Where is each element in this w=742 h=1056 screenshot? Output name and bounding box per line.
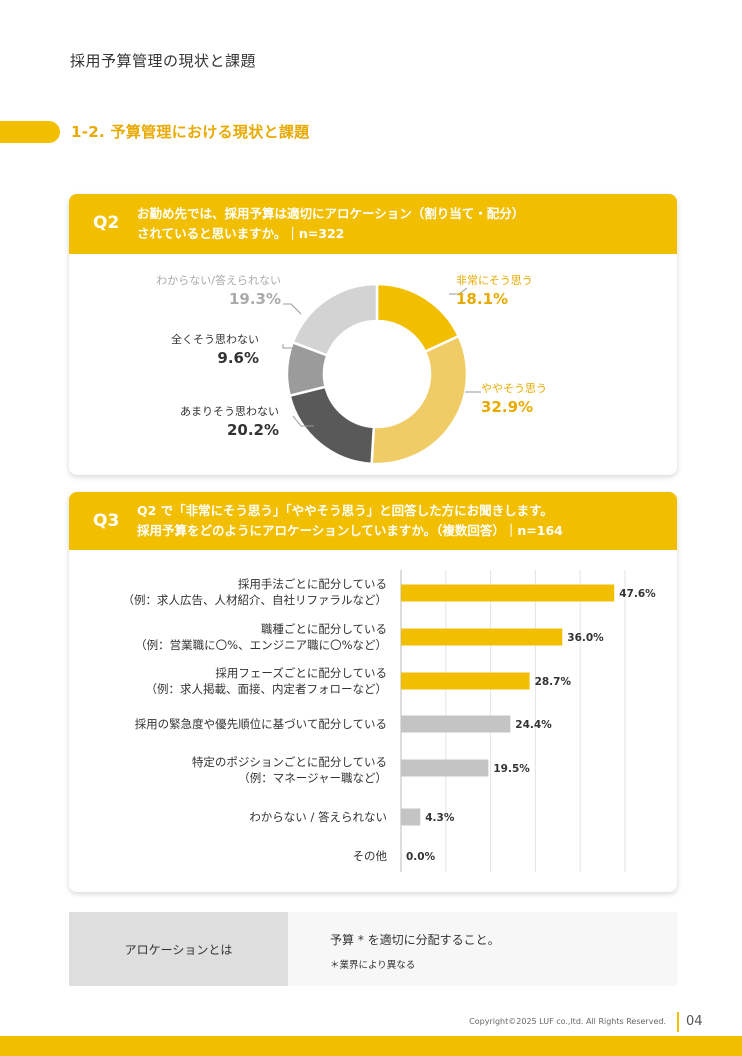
- pie-label-text: ややそう思う: [481, 382, 547, 395]
- q3-bar-chart: 47.6% 36.0% 28.7% 24.4% 19.5% 4.3% 0.0%: [400, 570, 656, 872]
- bar-category-line: （例：営業職に〇%、エンジニア職に〇%など）: [135, 638, 387, 652]
- pie-label-very-agree: 非常にそう思う 18.1%: [456, 272, 533, 308]
- bar-value-label: 24.4%: [515, 719, 552, 731]
- bar-category-line: その他: [352, 849, 388, 863]
- pie-label-pct: 20.2%: [226, 421, 279, 439]
- pie-label-somewhat-agree: ややそう思う 32.9%: [481, 380, 547, 416]
- footer-bar: [0, 1036, 742, 1056]
- bar: [401, 672, 530, 690]
- q3-question: Q2 で「非常にそう思う」「ややそう思う」と回答した方にお聞きします。 採用予算…: [137, 501, 563, 541]
- pie-slice-not-much: [288, 385, 376, 466]
- definition-text: 予算 * を適切に分配すること。: [330, 933, 500, 947]
- q2-card: Q2 お勤め先では、採用予算は適切にアロケーション（割り当て・配分） されている…: [69, 194, 677, 475]
- pie-label-text: あまりそう思わない: [180, 405, 279, 418]
- q2-header: Q2 お勤め先では、採用予算は適切にアロケーション（割り当て・配分） されている…: [69, 194, 677, 254]
- bar-value-label: 36.0%: [567, 632, 604, 644]
- bar-category-label: 特定のポジションごとに配分している （例：マネージャー職など）: [192, 754, 387, 786]
- bar-category-label: 採用フェーズごとに配分している （例：求人掲載、面接、内定者フォローなど）: [146, 665, 388, 697]
- bar-value-label: 4.3%: [425, 812, 455, 824]
- bar-value-label: 28.7%: [535, 676, 572, 688]
- q3-question-line2: 採用予算をどのようにアロケーションしていますか。（複数回答）｜n=164: [137, 523, 563, 538]
- pie-leader-line: [283, 303, 302, 315]
- pie-label-pct: 18.1%: [456, 290, 509, 308]
- bar-value-label: 0.0%: [406, 851, 436, 863]
- pie-leader-line: [292, 415, 314, 427]
- bar-category-line: 特定のポジションごとに配分している: [191, 755, 387, 769]
- bar-category-label: その他: [353, 848, 388, 864]
- bar: [401, 808, 421, 826]
- pie-label-pct: 19.3%: [228, 290, 281, 308]
- q2-donut-chart: [282, 282, 481, 466]
- page-title: 採用予算管理の現状と課題: [70, 52, 257, 70]
- q3-card: Q3 Q2 で「非常にそう思う」「ややそう思う」と回答した方にお聞きします。 採…: [69, 492, 677, 892]
- q2-number: Q2: [93, 213, 120, 233]
- definition-term: アロケーションとは: [69, 912, 288, 986]
- q2-question-line1: お勤め先では、採用予算は適切にアロケーション（割り当て・配分）: [137, 206, 525, 221]
- bar-category-line: （例：求人掲載、面接、内定者フォローなど）: [145, 682, 388, 696]
- section-marker: [0, 121, 60, 143]
- pie-leader-line: [282, 344, 294, 349]
- pie-label-dont-know: わからない/答えられない 19.3%: [156, 272, 281, 308]
- pie-label-text: 非常にそう思う: [456, 274, 533, 287]
- bar-category-label: 採用手法ごとに配分している （例：求人広告、人材紹介、自社リファラルなど）: [123, 576, 388, 608]
- q3-question-line1: Q2 で「非常にそう思う」「ややそう思う」と回答した方にお聞きします。: [137, 503, 553, 518]
- q3-header: Q3 Q2 で「非常にそう思う」「ややそう思う」と回答した方にお聞きします。 採…: [69, 492, 677, 550]
- definition-note: ＊業界により異なる: [330, 960, 416, 971]
- bar-value-label: 19.5%: [493, 763, 530, 775]
- copyright: Copyright©2025 LUF co.,ltd. All Rights R…: [469, 1017, 666, 1026]
- definition-box: アロケーションとは 予算 * を適切に分配すること。 ＊業界により異なる: [69, 912, 677, 986]
- bar-category-label: わからない / 答えられない: [249, 809, 387, 825]
- page-number: 04: [686, 1014, 703, 1029]
- pie-label-pct: 9.6%: [217, 349, 259, 367]
- bar-category-label: 採用の緊急度や優先順位に基づいて配分している: [135, 716, 387, 732]
- bar-category-line: （例：求人広告、人材紹介、自社リファラルなど）: [122, 593, 388, 607]
- pie-label-text: 全くそう思わない: [171, 333, 259, 346]
- bar: [401, 628, 563, 646]
- q3-number: Q3: [93, 511, 120, 531]
- bar-category-line: 採用フェーズごとに配分している: [215, 666, 387, 680]
- q2-question-line2: されていると思いますか。｜n=322: [137, 226, 345, 241]
- q2-question: お勤め先では、採用予算は適切にアロケーション（割り当て・配分） されていると思い…: [137, 204, 524, 244]
- bar-category-label: 職種ごとに配分している （例：営業職に〇%、エンジニア職に〇%など）: [135, 621, 387, 653]
- bar: [401, 759, 489, 777]
- pie-label-not-at-all: 全くそう思わない 9.6%: [171, 331, 259, 367]
- pie-label-not-much: あまりそう思わない 20.2%: [180, 403, 279, 439]
- bar-category-line: わからない / 答えられない: [249, 810, 387, 824]
- pie-slice-dont-know: [291, 282, 379, 357]
- bar: [401, 715, 511, 733]
- bar-value-label: 47.6%: [619, 588, 656, 600]
- section-title: 1-2. 予算管理における現状と課題: [71, 123, 310, 141]
- pie-leader-line: [449, 287, 468, 295]
- page-number-divider: [677, 1012, 679, 1032]
- bar-category-line: 採用手法ごとに配分している: [237, 577, 387, 591]
- bar-category-line: （例：マネージャー職など）: [238, 771, 387, 785]
- pie-label-pct: 32.9%: [481, 398, 534, 416]
- bar: [401, 584, 615, 602]
- pie-label-text: わからない/答えられない: [156, 274, 281, 287]
- bar-category-line: 採用の緊急度や優先順位に基づいて配分している: [134, 717, 387, 731]
- bar-category-line: 職種ごとに配分している: [260, 622, 387, 636]
- pie-slice-somewhat-agree: [370, 334, 469, 466]
